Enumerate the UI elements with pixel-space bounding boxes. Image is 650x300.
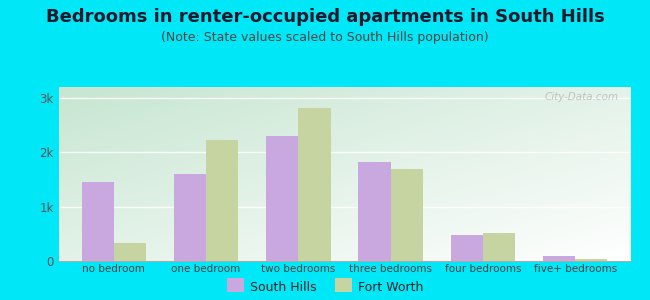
- Bar: [450, 236, 483, 261]
- Text: City-Data.com: City-Data.com: [545, 92, 619, 102]
- Bar: [298, 108, 331, 261]
- Bar: [174, 174, 206, 261]
- Legend: South Hills, Fort Worth: South Hills, Fort Worth: [227, 281, 423, 294]
- Bar: [81, 182, 114, 261]
- Text: (Note: State values scaled to South Hills population): (Note: State values scaled to South Hill…: [161, 32, 489, 44]
- Text: Bedrooms in renter-occupied apartments in South Hills: Bedrooms in renter-occupied apartments i…: [46, 8, 605, 26]
- Bar: [266, 136, 298, 261]
- Bar: [114, 243, 146, 261]
- Bar: [575, 259, 608, 261]
- Bar: [206, 140, 239, 261]
- Bar: [391, 169, 423, 261]
- Bar: [358, 162, 391, 261]
- Bar: [483, 233, 515, 261]
- Bar: [543, 256, 575, 261]
